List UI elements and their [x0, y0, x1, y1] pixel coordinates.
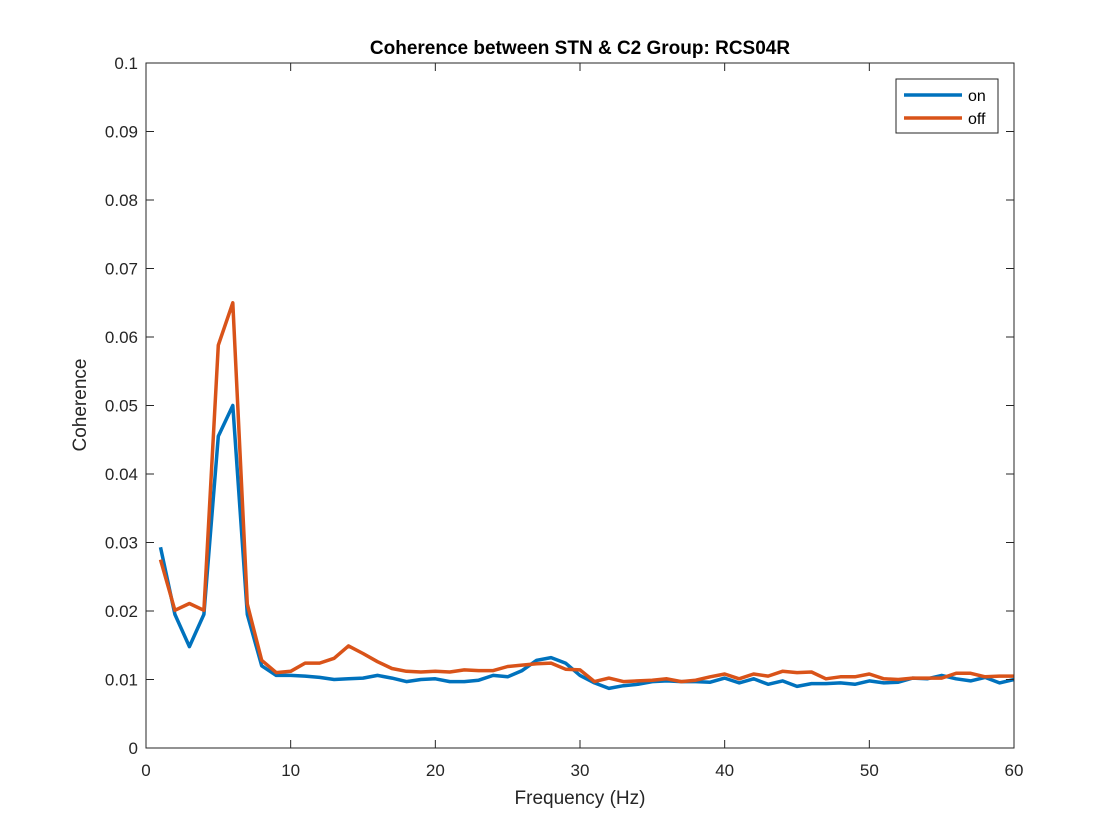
y-tick-label: 0.09	[105, 123, 138, 142]
x-tick-label: 60	[1005, 761, 1024, 780]
y-tick-label: 0.06	[105, 328, 138, 347]
plot-area	[158, 301, 1015, 691]
axis-ticks: 0 10 20 30 40 50 60 0 0.01 0.02 0.03 0.04 0.05 0.06 0.…	[105, 54, 1024, 780]
axes-box	[145, 62, 1015, 749]
legend-label-on: on	[968, 88, 986, 105]
x-tick-label: 0	[141, 761, 150, 780]
x-tick-label: 30	[571, 761, 590, 780]
x-tick-label: 10	[281, 761, 300, 780]
legend-box	[895, 78, 999, 134]
y-tick-label: 0.03	[105, 534, 138, 553]
x-tick-label: 20	[426, 761, 445, 780]
y-tick-label: 0.07	[105, 260, 138, 279]
y-tick-label: 0.04	[105, 465, 138, 484]
y-axis-label: Coherence	[70, 359, 91, 452]
chart-title: Coherence between STN & C2 Group: RCS04R	[370, 38, 790, 59]
y-tick-label: 0.02	[105, 602, 138, 621]
y-tick-label: 0.08	[105, 191, 138, 210]
x-axis-label: Frequency (Hz)	[515, 788, 646, 809]
y-tick-label: 0	[129, 739, 138, 758]
legend-label-off: off	[968, 111, 986, 128]
y-tick-label: 0.1	[114, 54, 138, 73]
x-tick-label: 40	[715, 761, 734, 780]
y-tick-label: 0.05	[105, 397, 138, 416]
series-line-off	[158, 301, 1014, 684]
series-line-on	[158, 403, 1015, 691]
legend: on off	[895, 78, 999, 134]
x-tick-label: 50	[860, 761, 879, 780]
y-tick-label: 0.01	[105, 671, 138, 690]
